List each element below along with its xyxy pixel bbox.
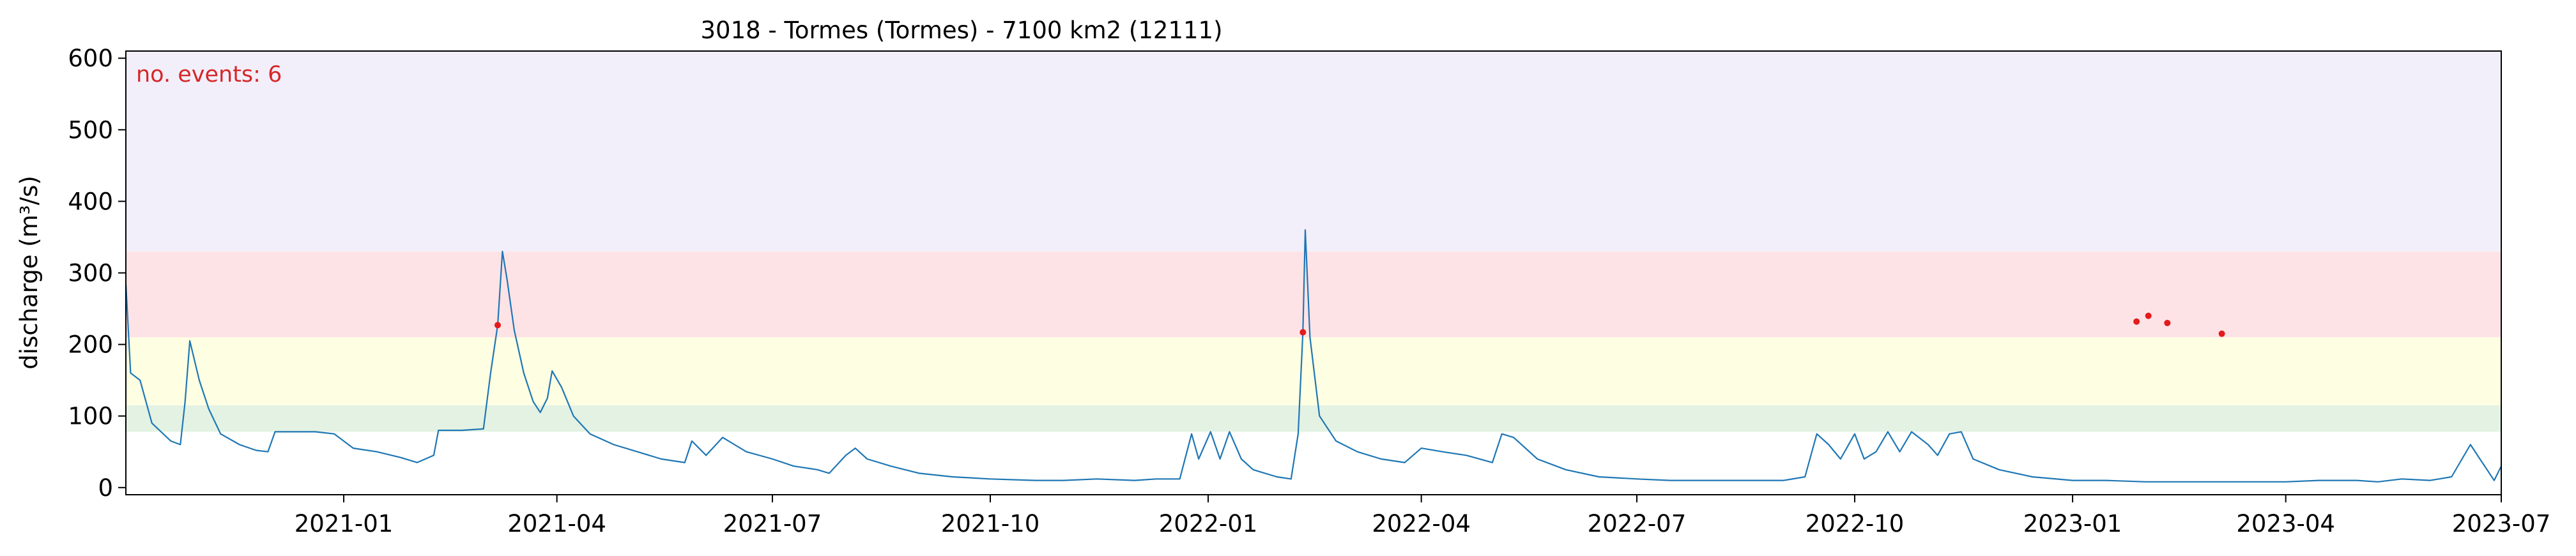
x-tick-label: 2022-10 xyxy=(1805,510,1905,537)
event-markers xyxy=(494,312,2225,337)
chart-title: 3018 - Tormes (Tormes) - 7100 km2 (12111… xyxy=(701,17,1223,44)
y-tick-label: 600 xyxy=(68,45,113,72)
x-tick-label: 2021-01 xyxy=(295,510,394,537)
series-layer xyxy=(125,229,2502,483)
y-axis-label: discharge (m³/s) xyxy=(15,176,43,370)
series-line-0 xyxy=(125,229,2502,483)
x-tick-label: 2021-10 xyxy=(941,510,1040,537)
event-count-annotation: no. events: 6 xyxy=(136,62,282,87)
event-marker xyxy=(2133,318,2140,325)
y-tick-label: 0 xyxy=(98,474,113,502)
event-marker xyxy=(2145,312,2152,319)
event-marker xyxy=(1300,329,1307,336)
x-tick-label: 2022-04 xyxy=(1372,510,1471,537)
y-tick-label: 400 xyxy=(68,188,113,215)
event-marker xyxy=(494,322,501,329)
y-tick-label: 200 xyxy=(68,331,113,359)
x-tick-label: 2021-04 xyxy=(507,510,606,537)
threshold-band-3 xyxy=(126,51,2501,252)
x-tick-label: 2021-07 xyxy=(723,510,822,537)
event-marker xyxy=(2164,319,2171,326)
event-marker xyxy=(2218,330,2225,337)
threshold-bands xyxy=(126,51,2501,432)
threshold-band-2 xyxy=(126,251,2501,338)
x-axis: 2021-01 2021-04 2021-07 2021-10 2022-01 2022-… xyxy=(295,495,2551,537)
y-axis: 0 100 200 300 400 500 600 xyxy=(68,45,126,502)
x-tick-label: 2022-07 xyxy=(1588,510,1687,537)
y-tick-label: 100 xyxy=(68,403,113,430)
y-tick-label: 500 xyxy=(68,116,113,144)
x-tick-label: 2023-01 xyxy=(2023,510,2122,537)
x-tick-label: 2022-01 xyxy=(1159,510,1258,537)
threshold-band-0 xyxy=(126,405,2501,432)
x-tick-label: 2023-07 xyxy=(2452,510,2551,537)
y-tick-label: 300 xyxy=(68,260,113,287)
x-tick-label: 2023-04 xyxy=(2236,510,2335,537)
